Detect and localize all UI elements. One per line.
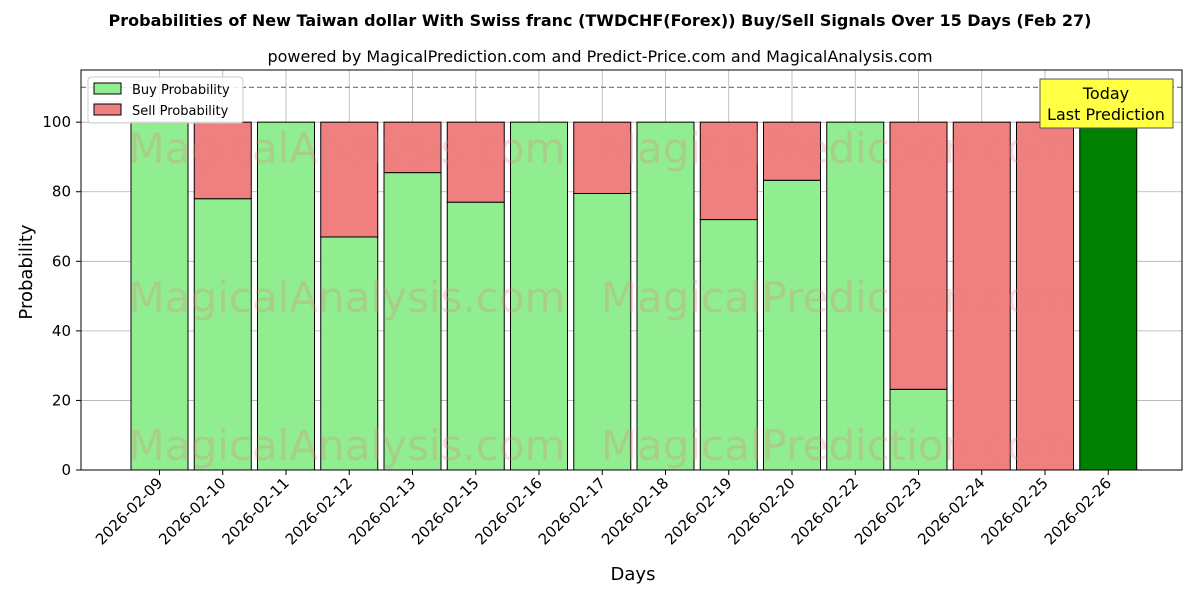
plot-frame — [80, 69, 1183, 471]
buy-bar — [446, 201, 505, 471]
sell-bar — [320, 121, 379, 238]
y-tick-label: 60 — [52, 252, 71, 270]
buy-bar — [826, 121, 885, 471]
today-annotation-line1: Today — [1082, 84, 1129, 103]
buy-bar — [510, 121, 568, 471]
legend-swatch-buy — [93, 82, 122, 95]
buy-bar — [1079, 121, 1138, 471]
y-tick-label: 40 — [52, 322, 71, 340]
sell-bar — [383, 121, 442, 174]
sell-bar — [763, 121, 821, 181]
x-axis-label: Days — [611, 564, 656, 585]
sell-bar — [446, 121, 505, 203]
buy-bar — [320, 236, 379, 471]
buy-bar — [257, 121, 315, 471]
today-annotation-box — [1039, 78, 1174, 129]
chart-subtitle: powered by MagicalPrediction.com and Pre… — [267, 47, 932, 66]
buy-bar — [636, 121, 695, 471]
sell-bar — [699, 121, 758, 221]
legend-swatch-sell — [93, 103, 122, 116]
buy-bar — [699, 219, 758, 471]
y-axis-label: Probability — [16, 224, 37, 319]
legend-label-buy: Buy Probability — [132, 83, 230, 98]
x-tick-label: 2026-02-17 — [535, 474, 609, 548]
watermark-text: MagicalAnalysis.com — [129, 421, 566, 470]
chart-title: Probabilities of New Taiwan dollar With … — [109, 11, 1092, 30]
y-tick-label: 20 — [52, 391, 71, 409]
x-tick-label: 2026-02-18 — [598, 474, 672, 548]
x-tick-label: 2026-02-10 — [155, 474, 229, 548]
legend-box — [87, 76, 244, 124]
buy-bar — [383, 172, 442, 471]
x-tick-label: 2026-02-20 — [724, 474, 798, 548]
today-annotation-line2: Last Prediction — [1047, 105, 1165, 124]
sell-bar — [1016, 121, 1074, 471]
y-tick-label: 100 — [42, 113, 71, 131]
legend-label-sell: Sell Probability — [132, 104, 229, 119]
x-tick-label: 2026-02-25 — [977, 474, 1051, 548]
buy-bar — [763, 179, 821, 471]
x-tick-label: 2026-02-23 — [851, 474, 925, 548]
x-tick-label: 2026-02-16 — [471, 474, 545, 548]
watermark-text: MagicalAnalysis.com — [129, 124, 566, 173]
sell-bar — [952, 121, 1011, 471]
watermark-text: MagicalPrediction.com — [601, 421, 1074, 470]
sell-bar — [573, 121, 632, 194]
x-tick-label: 2026-02-13 — [345, 474, 419, 548]
x-tick-label: 2026-02-26 — [1041, 474, 1115, 548]
plot-area: MagicalAnalysis.com MagicalPrediction.com… — [42, 69, 1183, 548]
x-tick-label: 2026-02-09 — [92, 474, 166, 548]
x-tick-label: 2026-02-15 — [408, 474, 482, 548]
buy-bar — [889, 388, 948, 471]
x-tick-label: 2026-02-19 — [661, 474, 735, 548]
y-tick-label: 80 — [52, 183, 71, 201]
sell-bar — [889, 121, 948, 390]
x-tick-label: 2026-02-12 — [282, 474, 356, 548]
watermark-text: MagicalPrediction.com — [601, 273, 1074, 322]
x-tick-label: 2026-02-11 — [218, 474, 292, 548]
sell-bar — [193, 121, 252, 200]
watermark-text: MagicalAnalysis.com — [129, 273, 566, 322]
buy-bar — [573, 192, 632, 471]
watermark-text: MagicalPrediction.com — [601, 124, 1074, 173]
x-tick-label: 2026-02-24 — [914, 474, 988, 548]
x-tick-label: 2026-02-22 — [788, 474, 862, 548]
y-tick-label: 0 — [61, 461, 71, 479]
